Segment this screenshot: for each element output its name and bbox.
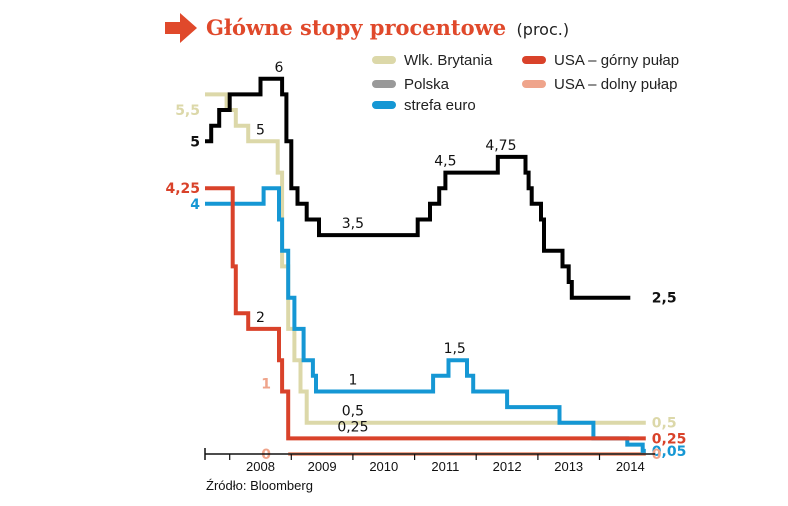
source-note: Źródło: Bloomberg	[206, 478, 313, 493]
data-label: 0,25	[337, 419, 368, 435]
series-line-uk	[205, 92, 646, 425]
x-tick-label: 2009	[308, 459, 337, 474]
legend-label-pl: Polska	[404, 76, 450, 93]
x-tick-label: 2013	[554, 459, 583, 474]
data-label: 5	[190, 134, 200, 150]
legend-label-us-lower: USA – dolny pułap	[554, 76, 677, 93]
data-label: 0,5	[652, 416, 677, 432]
x-tick-label: 2008	[246, 459, 275, 474]
x-tick-label: 2011	[431, 459, 459, 474]
data-label: 0	[652, 447, 662, 463]
series-line-pl	[205, 76, 631, 300]
legend-label-uk: Wlk. Brytania	[404, 52, 493, 69]
data-label: 1,5	[444, 341, 466, 357]
data-label: 2,5	[652, 291, 677, 307]
chart-title: Główne stopy procentowe	[206, 15, 506, 40]
legend-label-euro: strefa euro	[404, 97, 476, 114]
data-labels: 5 6 3,5 4,5 4,75 2,5 5,5 5 0,5 0,5 4 1 1,5 0,05 4,25 2 0…	[165, 60, 686, 463]
x-tick-label: 2012	[493, 459, 522, 474]
x-tick-label: 2014	[616, 459, 645, 474]
data-label: 3,5	[342, 216, 364, 232]
chart-unit: (proc.)	[517, 20, 570, 39]
data-label: 6	[275, 60, 284, 76]
data-label: 0,25	[652, 431, 687, 447]
data-label: 5	[256, 122, 265, 138]
x-axis: 2008 2009 2010 2011 2012 2013 2014	[204, 448, 655, 474]
data-label: 5,5	[175, 103, 200, 119]
legend: Wlk. Brytania Polska strefa euro USA – g…	[372, 52, 679, 114]
data-label: 4,25	[165, 181, 200, 197]
chart-header: Główne stopy procentowe (proc.)	[165, 13, 569, 43]
data-label: 4,5	[434, 154, 456, 170]
data-label: 0,05	[652, 444, 687, 460]
data-label: 0	[261, 447, 271, 463]
data-label: 2	[256, 310, 265, 326]
data-label: 4,75	[485, 138, 516, 154]
series-line-us-upper	[205, 186, 646, 441]
svg-text:Główne stopy procentowe: Główne stopy procentowe (proc.)	[206, 15, 569, 40]
arrow-right-icon	[165, 13, 197, 43]
data-label: 1	[348, 373, 357, 389]
x-tick-label: 2010	[369, 459, 398, 474]
series-line-euro	[205, 186, 646, 453]
data-label: 1	[261, 377, 271, 393]
data-label: 0,5	[342, 404, 364, 420]
plot-area	[205, 76, 646, 456]
data-label: 4	[190, 197, 200, 213]
legend-label-us-upper: USA – górny pułap	[554, 52, 679, 69]
